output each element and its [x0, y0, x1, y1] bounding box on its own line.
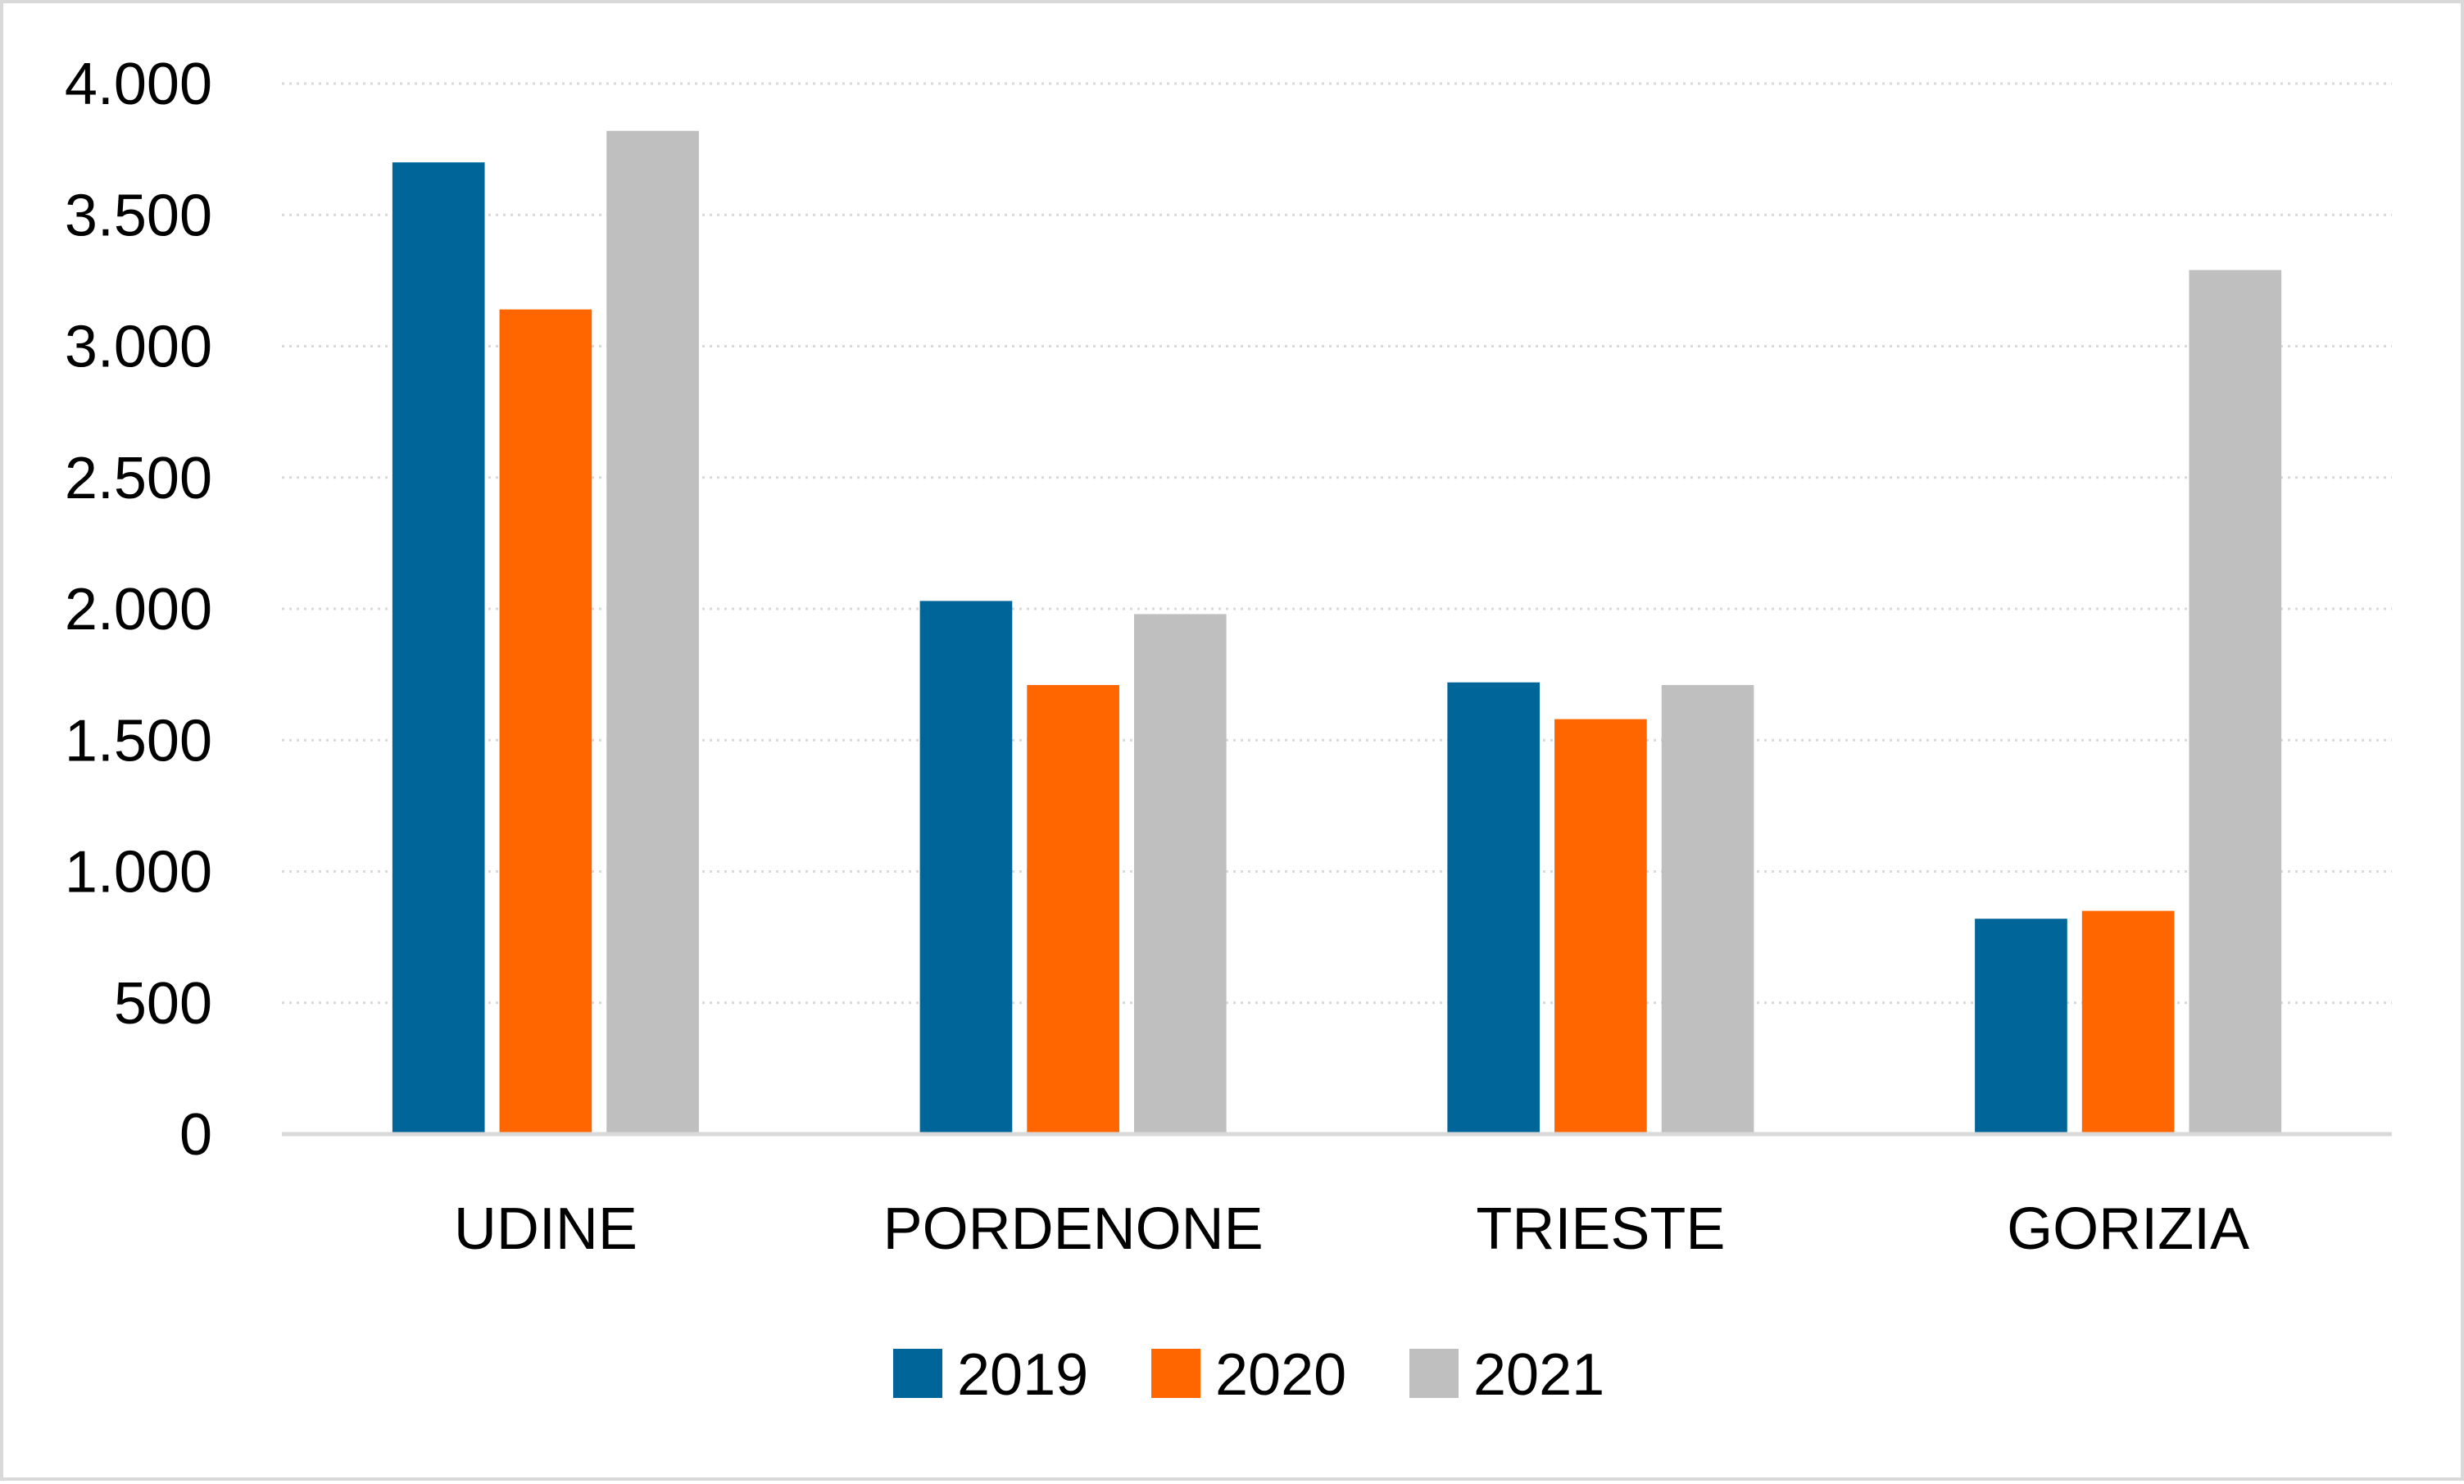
x-category-label: PORDENONE: [883, 1196, 1264, 1262]
y-tick-label: 3.500: [65, 183, 212, 248]
bar-chart: 0 500 1.000 1.500 2.000 2.500 3.000 3.500 4.000 U…: [65, 52, 2392, 1408]
y-tick-label: 3.000: [65, 315, 212, 380]
y-tick-label: 1.000: [65, 840, 212, 905]
y-tick-label: 4.000: [65, 52, 212, 117]
bar-trieste-2021: [1661, 684, 1754, 1134]
gridlines: [282, 82, 2392, 1005]
bar-pordenone-2020: [1027, 684, 1119, 1134]
x-category-label: UDINE: [454, 1196, 638, 1262]
y-tick-label: 2.500: [65, 446, 212, 511]
legend-label: 2020: [1215, 1342, 1346, 1408]
bar-trieste-2019: [1447, 682, 1541, 1134]
x-category-label: TRIESTE: [1476, 1196, 1725, 1262]
legend-label: 2019: [957, 1342, 1088, 1408]
bar-gorizia-2019: [1975, 919, 2067, 1134]
bar-gorizia-2020: [2081, 910, 2175, 1134]
bar-trieste-2020: [1554, 719, 1647, 1134]
legend-swatch-2020: [1151, 1349, 1200, 1398]
bar-gorizia-2021: [2189, 270, 2282, 1135]
bar-pordenone-2019: [919, 601, 1013, 1134]
bar-udine-2019: [392, 162, 485, 1134]
x-category-label: GORIZIA: [2007, 1196, 2249, 1262]
bar-udine-2020: [499, 309, 592, 1134]
legend-label: 2021: [1473, 1342, 1604, 1408]
legend-swatch-2019: [893, 1349, 942, 1398]
y-tick-label: 0: [179, 1102, 212, 1168]
legend-swatch-2021: [1409, 1349, 1459, 1398]
y-tick-label: 2.000: [65, 577, 212, 642]
bar-pordenone-2021: [1133, 614, 1227, 1134]
y-tick-label: 1.500: [65, 708, 212, 774]
axes: 0 500 1.000 1.500 2.000 2.500 3.000 3.500 4.000 U…: [65, 52, 2392, 1262]
bar-udine-2021: [606, 130, 699, 1135]
legend: 2019 2020 2021: [893, 1342, 1604, 1408]
bars: [392, 130, 2282, 1135]
y-tick-label: 500: [114, 971, 212, 1037]
